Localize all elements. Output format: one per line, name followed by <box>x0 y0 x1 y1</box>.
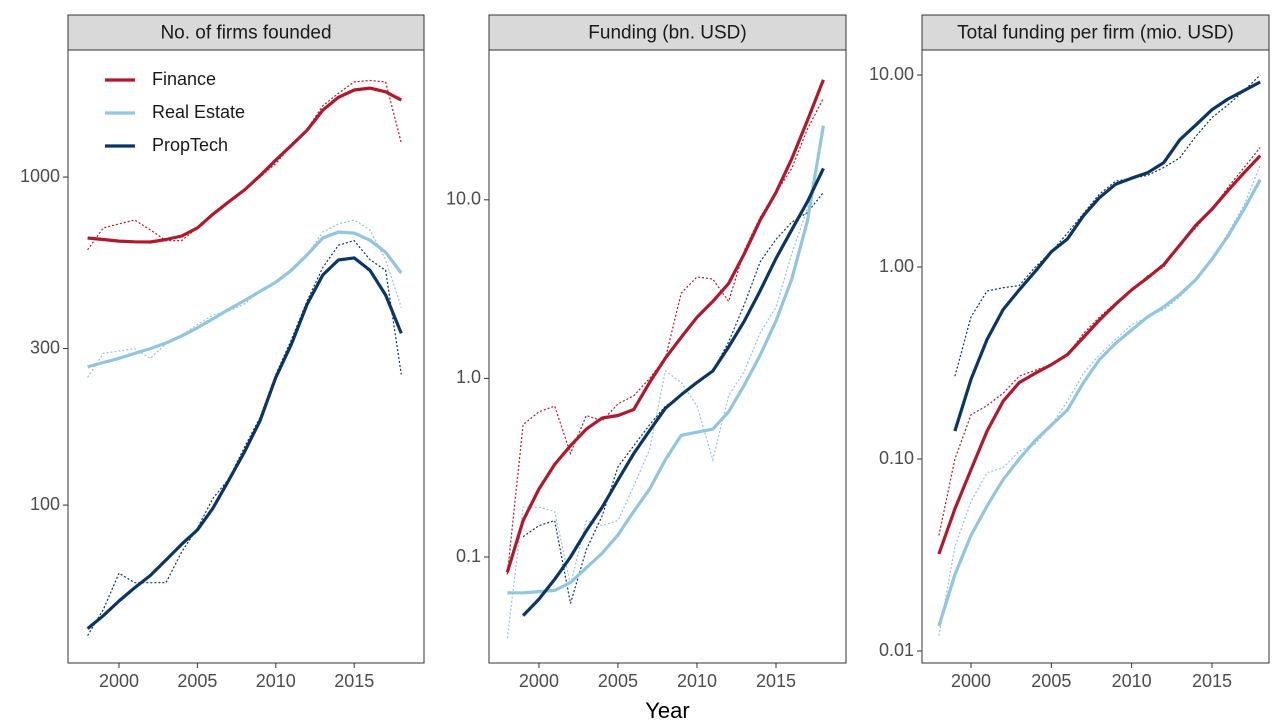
legend-label: Real Estate <box>152 102 245 122</box>
strip-title: No. of firms founded <box>160 23 331 44</box>
raw-line <box>506 98 824 575</box>
smooth-line <box>505 79 825 573</box>
smooth-line <box>507 125 825 595</box>
x-tick-label: 2005 <box>1031 671 1071 691</box>
x-tick-label: 2010 <box>677 671 717 691</box>
smooth-line <box>87 230 403 369</box>
x-tick-label: 2015 <box>334 671 374 691</box>
strip <box>67 14 425 51</box>
x-axis-title: Year <box>645 698 689 723</box>
strip-title: Funding (bn. USD) <box>588 23 746 44</box>
x-tick-label: 2005 <box>177 671 217 691</box>
y-tick-label: 0.1 <box>456 546 481 566</box>
smooth-line <box>521 167 825 617</box>
raw-line <box>938 147 1261 536</box>
x-tick-label: 2000 <box>99 671 139 691</box>
smooth-line <box>937 178 1262 627</box>
x-tick-label: 2000 <box>951 671 991 691</box>
x-tick-label: 2010 <box>256 671 296 691</box>
smooth-line <box>953 80 1261 432</box>
x-tick-label: 2005 <box>598 671 638 691</box>
y-tick-label: 1000 <box>20 166 60 186</box>
raw-line <box>938 164 1261 636</box>
smooth-line <box>87 86 403 244</box>
panel-border <box>921 49 1270 664</box>
y-tick-label: 0.10 <box>879 448 914 468</box>
x-tick-label: 2015 <box>756 671 796 691</box>
raw-line <box>954 74 1261 377</box>
panel-border <box>67 49 425 664</box>
legend-label: PropTech <box>152 135 228 155</box>
y-tick-label: 0.01 <box>879 640 914 660</box>
panel-border <box>488 49 847 664</box>
x-tick-label: 2015 <box>1192 671 1232 691</box>
y-tick-label: 100 <box>30 494 60 514</box>
raw-line <box>522 192 824 604</box>
strip <box>921 14 1270 51</box>
y-tick-label: 10.0 <box>446 189 481 209</box>
legend-label: Finance <box>152 69 216 89</box>
y-tick-label: 300 <box>30 337 60 357</box>
smooth-line <box>86 256 403 630</box>
y-tick-label: 1.0 <box>456 367 481 387</box>
y-tick-label: 10.00 <box>869 64 914 84</box>
raw-line <box>87 219 402 378</box>
x-tick-label: 2010 <box>1112 671 1152 691</box>
raw-line <box>506 128 824 639</box>
smooth-line <box>937 154 1262 555</box>
x-tick-label: 2000 <box>519 671 559 691</box>
strip-title: Total funding per firm (mio. USD) <box>957 23 1234 44</box>
y-tick-label: 1.00 <box>879 256 914 276</box>
